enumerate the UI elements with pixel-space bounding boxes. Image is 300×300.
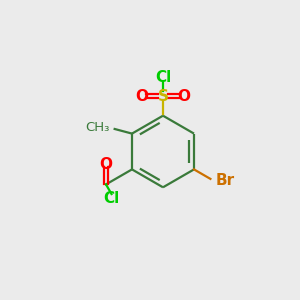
Text: O: O (135, 88, 148, 104)
Text: S: S (158, 88, 169, 104)
Text: O: O (178, 88, 191, 104)
Text: O: O (100, 157, 112, 172)
Text: Cl: Cl (155, 70, 171, 85)
Text: Cl: Cl (103, 191, 120, 206)
Text: CH₃: CH₃ (85, 121, 110, 134)
Text: Br: Br (216, 173, 235, 188)
